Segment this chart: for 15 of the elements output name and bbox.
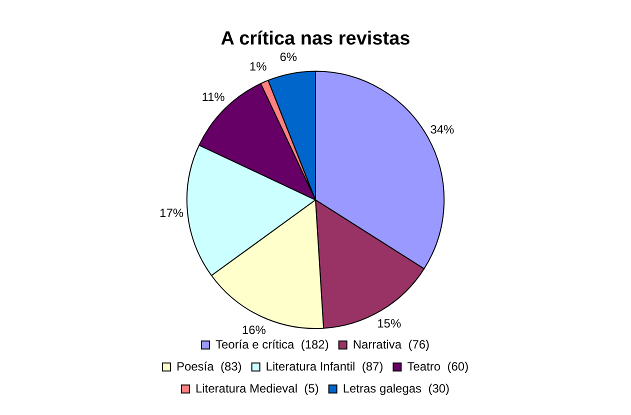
legend-label: Letras galegas (30) — [342, 381, 450, 396]
data-label: 11% — [202, 90, 226, 104]
legend-label: Teatro (60) — [407, 359, 469, 374]
data-label: 15% — [377, 316, 402, 331]
data-label: 17% — [160, 206, 184, 220]
data-label: 16% — [242, 323, 266, 338]
legend-label: Narrativa (76) — [352, 337, 430, 352]
legend-label: Teoría e crítica (182) — [215, 337, 329, 352]
data-label: 6% — [280, 50, 298, 64]
legend-label: Literatura Infantil (87) — [266, 359, 384, 374]
chart-title: A crítica nas revistas — [220, 28, 410, 50]
data-label: 34% — [430, 122, 455, 137]
data-label: 1% — [249, 60, 268, 74]
legend-label: Literatura Medieval (5) — [195, 381, 319, 396]
legend-label: Poesía (83) — [176, 359, 242, 374]
